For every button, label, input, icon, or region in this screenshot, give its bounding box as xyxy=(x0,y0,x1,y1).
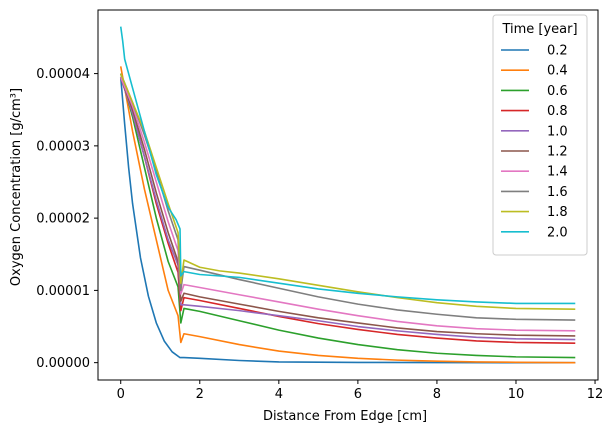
legend-frame xyxy=(492,14,588,256)
series-line-0-6 xyxy=(119,73,576,359)
y-tick-label: 0.00002 xyxy=(36,212,90,227)
plot-area xyxy=(119,26,576,364)
legend-label-1-6: 1.6 xyxy=(547,185,568,200)
legend-label-1-0: 1.0 xyxy=(547,124,568,139)
series-line-1-4 xyxy=(119,76,576,332)
x-tick-label: 6 xyxy=(354,387,362,402)
series-line-1-0 xyxy=(119,76,576,341)
x-tick-label: 12 xyxy=(587,387,604,402)
y-axis-label: Oxygen Concentration [g/cm³] xyxy=(9,88,24,286)
y-tick-label: 0.00000 xyxy=(36,356,90,371)
axes: 0 2 4 6 8 10 12 0.00000 0.00001 0.00002 0.00003 0.0… xyxy=(36,9,604,402)
legend-label-0-6: 0.6 xyxy=(547,84,568,99)
plot-frame xyxy=(97,9,599,381)
legend-label-1-2: 1.2 xyxy=(547,145,568,160)
legend-title: Time [year] xyxy=(501,22,577,37)
y-tick-label: 0.00001 xyxy=(36,284,90,299)
x-tick-label: 8 xyxy=(433,387,441,402)
y-tick-label: 0.00003 xyxy=(36,139,90,154)
series-line-0-2 xyxy=(119,77,576,364)
legend-label-1-8: 1.8 xyxy=(547,205,568,220)
series-line-1-8 xyxy=(119,73,576,310)
legend-label-0-2: 0.2 xyxy=(547,44,568,59)
x-axis-label: Distance From Edge [cm] xyxy=(263,409,427,424)
x-tick-label: 2 xyxy=(196,387,204,402)
legend-items: 0.2 0.4 0.6 0.8 1.0 1.2 1.4 1.6 1.8 2.0 xyxy=(501,44,568,240)
y-tick-label: 0.00004 xyxy=(36,67,90,82)
x-tick-label: 10 xyxy=(508,387,525,402)
series-line-1-2 xyxy=(119,76,576,337)
legend: Time [year] 0.2 0.4 0.6 0.8 1.0 1.2 1.4 1.6 1.8 2… xyxy=(492,14,588,256)
legend-label-0-8: 0.8 xyxy=(547,104,568,119)
legend-label-0-4: 0.4 xyxy=(547,64,568,79)
x-tick-label: 4 xyxy=(275,387,283,402)
series-line-2-0 xyxy=(119,26,576,305)
legend-label-2-0: 2.0 xyxy=(547,225,568,240)
legend-label-1-4: 1.4 xyxy=(547,165,568,180)
series-line-0-4 xyxy=(119,66,576,364)
x-tick-label: 0 xyxy=(117,387,125,402)
